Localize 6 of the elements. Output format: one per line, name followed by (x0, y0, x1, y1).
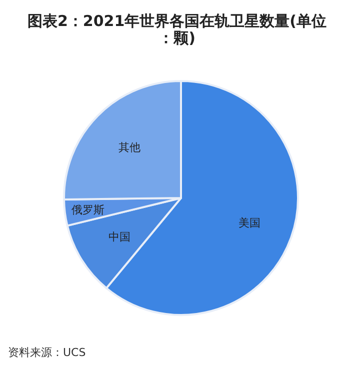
slice-label: 中国 (108, 230, 131, 244)
chart-title: 图表2：2021年世界各国在轨卫星数量(单位：颗) (27, 12, 327, 47)
slice-label: 美国 (238, 216, 260, 230)
text: 资料来源：UCS (8, 346, 86, 359)
slice-label: 其他 (118, 141, 140, 154)
slice-label: 俄罗斯 (72, 204, 105, 217)
